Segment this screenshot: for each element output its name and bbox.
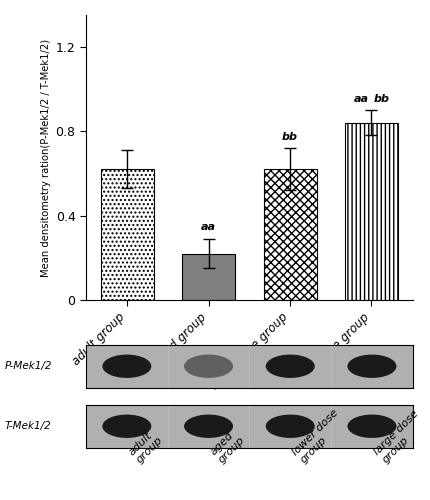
Text: P-Mek1/2: P-Mek1/2 [4,361,52,371]
Text: bb: bb [374,94,390,104]
Text: lower dose
group: lower dose group [290,407,348,466]
Bar [101,169,154,300]
Bar [182,254,235,300]
Ellipse shape [266,354,315,378]
Ellipse shape [184,354,233,378]
Text: large dose
group: large dose group [372,408,429,466]
Text: aa: aa [201,222,216,232]
Text: T-Mek1/2: T-Mek1/2 [4,421,51,431]
Ellipse shape [266,414,315,438]
Text: adult
group: adult group [127,427,165,466]
Bar [345,122,398,300]
Ellipse shape [347,354,396,378]
Text: aa: aa [353,94,369,104]
Ellipse shape [184,414,233,438]
Ellipse shape [102,414,151,438]
Bar [264,169,316,300]
Text: aged
group: aged group [209,427,247,466]
Ellipse shape [102,354,151,378]
Y-axis label: Mean densitometry ration(P-Mek1/2 / T-Mek1/2): Mean densitometry ration(P-Mek1/2 / T-Me… [41,38,52,276]
Text: bb: bb [282,132,298,141]
Ellipse shape [347,414,396,438]
